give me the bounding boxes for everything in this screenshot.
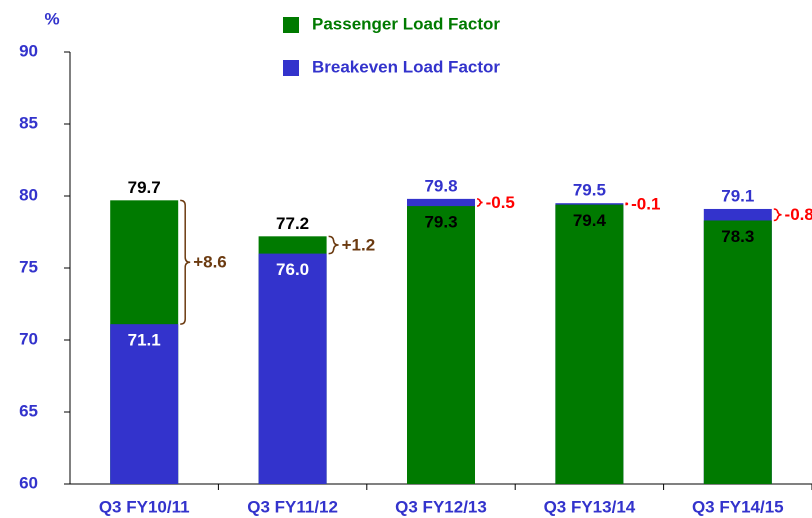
- y-tick-label: 60: [19, 473, 38, 492]
- y-tick-label: 80: [19, 185, 38, 204]
- value-label: 71.1: [128, 331, 161, 350]
- difference-label: -0.5: [486, 193, 515, 212]
- value-label: 79.3: [424, 213, 457, 232]
- bar: [258, 253, 327, 484]
- difference-brace: [773, 208, 782, 222]
- difference-brace: [476, 198, 483, 207]
- x-tick-label: Q3 FY12/13: [395, 497, 487, 516]
- difference-brace: [625, 202, 629, 206]
- value-label: 78.3: [721, 227, 754, 246]
- value-label: 79.1: [721, 186, 754, 205]
- bar: [703, 220, 772, 485]
- value-label: 79.4: [573, 211, 607, 230]
- legend-label: Breakeven Load Factor: [312, 57, 500, 76]
- x-tick-label: Q3 FY10/11: [99, 497, 190, 516]
- value-label: 79.5: [573, 181, 606, 200]
- difference-label: +8.6: [193, 253, 227, 272]
- x-tick-label: Q3 FY14/15: [692, 497, 784, 516]
- x-tick-label: Q3 FY11/12: [247, 497, 338, 516]
- bar: [407, 206, 475, 484]
- difference-label: -0.8: [785, 205, 812, 224]
- value-label: 79.7: [128, 178, 161, 197]
- difference-label: +1.2: [342, 235, 376, 254]
- y-tick-label: 70: [19, 329, 38, 348]
- value-label: 79.8: [424, 176, 457, 195]
- legend-label: Passenger Load Factor: [312, 14, 500, 33]
- value-label: 76.0: [276, 260, 309, 279]
- bar: [110, 324, 179, 484]
- y-axis-label: %: [44, 9, 59, 28]
- x-tick-label: Q3 FY13/14: [544, 497, 636, 516]
- difference-brace: [328, 235, 339, 255]
- bar: [555, 204, 624, 484]
- difference-brace: [180, 199, 191, 325]
- y-tick-label: 90: [19, 41, 38, 60]
- value-label: 77.2: [276, 214, 309, 233]
- legend-swatch: [283, 60, 299, 76]
- legend-swatch: [283, 17, 299, 33]
- difference-label: -0.1: [631, 194, 660, 213]
- y-tick-label: 85: [19, 113, 38, 132]
- y-tick-label: 75: [19, 257, 38, 276]
- y-tick-label: 65: [19, 401, 38, 420]
